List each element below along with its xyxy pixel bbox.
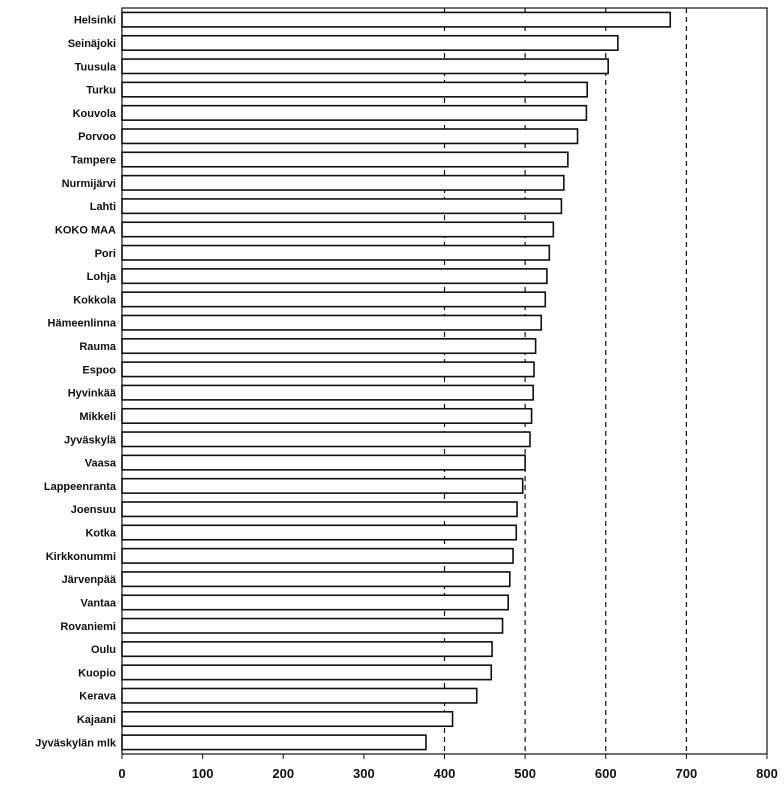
bar bbox=[121, 198, 563, 215]
category-label: Kuopio bbox=[78, 667, 116, 679]
x-tick-label: 500 bbox=[514, 766, 536, 781]
bar bbox=[121, 547, 514, 564]
bar bbox=[121, 151, 569, 168]
x-tick-label: 800 bbox=[756, 766, 778, 781]
bar bbox=[121, 174, 565, 191]
bar bbox=[121, 664, 493, 681]
category-label: Kokkola bbox=[73, 294, 117, 306]
x-tick-label: 400 bbox=[434, 766, 456, 781]
category-label: Lahti bbox=[90, 201, 116, 213]
bar bbox=[121, 384, 534, 401]
category-label: Kerava bbox=[79, 691, 117, 703]
bar bbox=[121, 734, 427, 751]
bars bbox=[121, 11, 672, 751]
bar bbox=[121, 58, 609, 75]
x-tick-label: 700 bbox=[676, 766, 698, 781]
bar bbox=[121, 571, 511, 588]
bar bbox=[121, 81, 589, 98]
x-tick-label: 300 bbox=[353, 766, 375, 781]
bar bbox=[121, 641, 493, 658]
bar bbox=[121, 524, 518, 541]
category-label: Espoo bbox=[82, 364, 116, 376]
bar bbox=[121, 104, 588, 121]
x-tick-label: 100 bbox=[192, 766, 214, 781]
category-label: Jyväskylä bbox=[64, 434, 117, 446]
category-label: Oulu bbox=[91, 644, 116, 656]
bar bbox=[121, 244, 551, 261]
category-label: Mikkeli bbox=[79, 411, 116, 423]
bar bbox=[121, 687, 478, 704]
category-label: Hämeenlinna bbox=[48, 318, 117, 330]
bar bbox=[121, 128, 579, 145]
bar bbox=[121, 338, 537, 355]
bar bbox=[121, 11, 672, 28]
category-label: Lappeenranta bbox=[44, 481, 117, 493]
bar bbox=[121, 268, 548, 285]
bar bbox=[121, 477, 524, 494]
category-label: Hyvinkää bbox=[68, 388, 117, 400]
bar bbox=[121, 501, 518, 518]
bar bbox=[121, 617, 504, 634]
category-label: Vantaa bbox=[81, 597, 117, 609]
category-label: Tampere bbox=[71, 155, 116, 167]
bar bbox=[121, 314, 543, 331]
x-tick-label: 0 bbox=[118, 766, 125, 781]
category-label: Vaasa bbox=[85, 458, 117, 470]
bar bbox=[121, 361, 535, 378]
category-label: Kouvola bbox=[73, 108, 117, 120]
category-label: KOKO MAA bbox=[55, 224, 116, 236]
category-label: Jyväskylän mlk bbox=[35, 737, 117, 749]
bar bbox=[121, 711, 454, 728]
bar bbox=[121, 431, 531, 448]
category-label: Kajaani bbox=[77, 714, 116, 726]
bar bbox=[121, 291, 547, 308]
category-label: Helsinki bbox=[74, 15, 116, 27]
category-label: Kirkkonummi bbox=[46, 551, 116, 563]
bar bbox=[121, 34, 619, 51]
category-label: Joensuu bbox=[71, 504, 116, 516]
category-label: Järvenpää bbox=[62, 574, 117, 586]
bar bbox=[121, 454, 526, 471]
bar bbox=[121, 407, 533, 424]
category-label: Tuusula bbox=[75, 61, 117, 73]
x-tick-label: 600 bbox=[595, 766, 617, 781]
x-tick-label: 200 bbox=[272, 766, 294, 781]
category-label: Rauma bbox=[79, 341, 117, 353]
category-label: Porvoo bbox=[78, 131, 116, 143]
category-label: Pori bbox=[95, 248, 116, 260]
category-label: Nurmijärvi bbox=[62, 178, 116, 190]
bar bbox=[121, 594, 509, 611]
category-label: Rovaniemi bbox=[60, 621, 116, 633]
bar bbox=[121, 221, 555, 238]
category-label: Seinäjoki bbox=[68, 38, 116, 50]
category-labels: Helsinki Seinäjoki Tuusula Turku Kouvola Porv… bbox=[35, 15, 117, 750]
category-label: Kotka bbox=[85, 528, 116, 540]
category-label: Lohja bbox=[87, 271, 117, 283]
category-label: Turku bbox=[86, 85, 116, 97]
x-tick-labels: 0 100 200 300 400 500 600 700 800 bbox=[118, 754, 778, 781]
